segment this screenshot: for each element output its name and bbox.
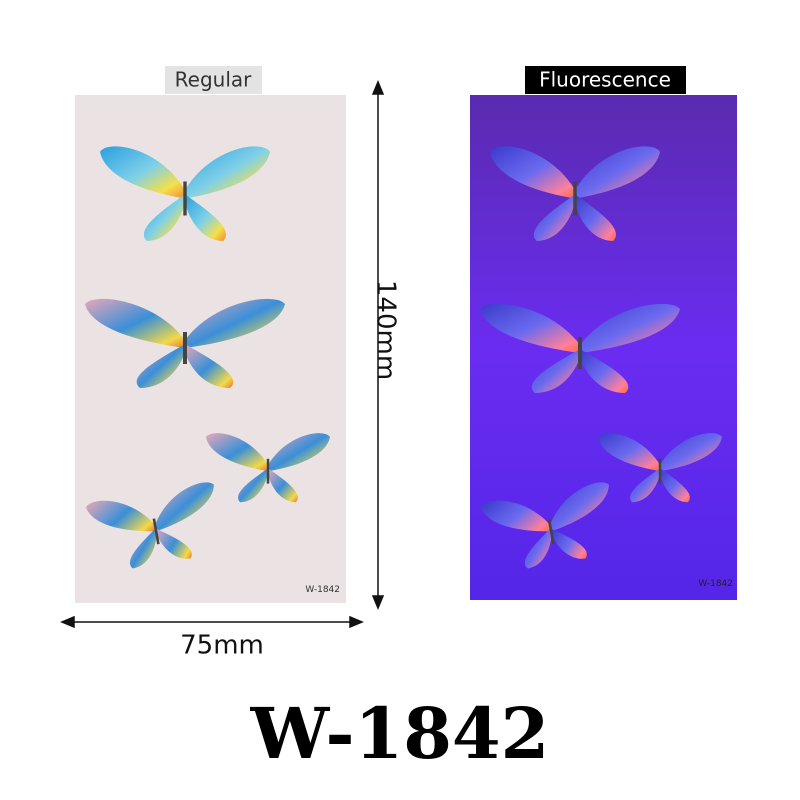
width-arrow bbox=[60, 615, 364, 629]
height-arrow bbox=[371, 80, 385, 610]
height-label: 140mm bbox=[371, 280, 401, 380]
card-code: W-1842 bbox=[305, 585, 340, 595]
width-label: 75mm bbox=[180, 631, 264, 661]
label-bg bbox=[165, 66, 262, 94]
panel-label: Fluorescence bbox=[539, 68, 671, 92]
product-title: W-1842 bbox=[250, 692, 550, 775]
panel-label: Regular bbox=[175, 68, 252, 92]
card-code: W-1842 bbox=[698, 579, 733, 589]
label-bg bbox=[525, 66, 686, 94]
